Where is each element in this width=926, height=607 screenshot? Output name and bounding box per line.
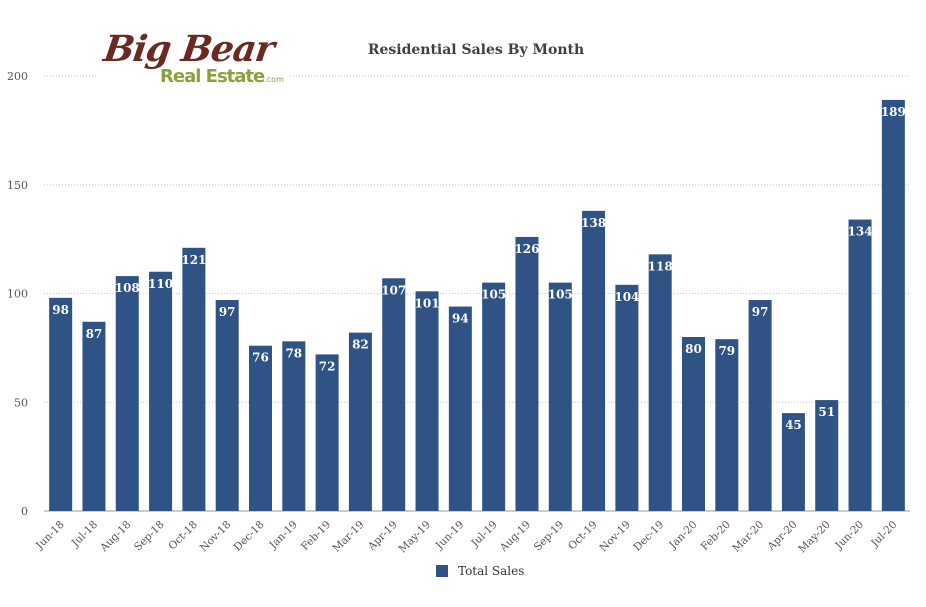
bar xyxy=(382,278,406,511)
data-label: 76 xyxy=(252,351,269,365)
data-label: 108 xyxy=(115,281,140,295)
x-tick-label: Nov-18 xyxy=(198,519,234,555)
data-label: 97 xyxy=(752,305,769,319)
x-tick-label: May-20 xyxy=(796,519,833,556)
bar xyxy=(848,219,872,512)
data-label: 104 xyxy=(614,290,639,304)
y-tick-label: 100 xyxy=(7,288,28,301)
x-tick-label: Dec-18 xyxy=(232,519,267,554)
x-tick-label: Oct-18 xyxy=(166,519,200,553)
bar xyxy=(249,345,272,511)
bar xyxy=(282,341,306,511)
logo-wordmark: Big Bear xyxy=(101,28,277,70)
y-tick-label: 50 xyxy=(14,396,28,409)
x-tick-label: May-19 xyxy=(396,519,433,556)
data-label: 105 xyxy=(481,288,506,302)
bar xyxy=(548,282,572,511)
data-label: 78 xyxy=(285,346,302,360)
bar xyxy=(415,291,439,511)
y-axis-ticks: 0 50 100 150 200 xyxy=(7,70,28,518)
x-tick-label: Feb-19 xyxy=(299,519,333,553)
x-tick-label: Apr-19 xyxy=(365,519,400,554)
bar xyxy=(149,271,173,511)
y-tick-label: 0 xyxy=(21,505,28,518)
data-label: 79 xyxy=(718,344,735,358)
data-label: 51 xyxy=(818,405,835,419)
logo-subtitle: Real Estate.com xyxy=(160,66,284,87)
bar xyxy=(881,99,905,512)
bar xyxy=(215,300,239,511)
logo-domain: .com xyxy=(264,75,284,84)
data-label: 126 xyxy=(514,242,539,256)
x-tick-label: Nov-19 xyxy=(597,519,633,555)
chart-title: Residential Sales By Month xyxy=(367,42,585,58)
bar xyxy=(115,276,139,511)
x-tick-label: Jun-19 xyxy=(433,519,467,553)
x-tick-label: Mar-20 xyxy=(730,519,766,555)
company-logo: Big Bear Real Estate.com xyxy=(98,28,288,92)
data-label: 118 xyxy=(648,259,673,273)
data-label: 134 xyxy=(848,225,873,239)
legend-label: Total Sales xyxy=(458,564,525,578)
bar xyxy=(315,354,339,511)
data-label: 80 xyxy=(685,342,702,356)
bar xyxy=(615,284,639,511)
bar xyxy=(648,254,672,511)
x-tick-label: Jun-20 xyxy=(832,519,866,553)
bar xyxy=(715,339,739,511)
data-label: 45 xyxy=(785,418,802,432)
data-label: 87 xyxy=(86,327,103,341)
data-label: 105 xyxy=(548,288,573,302)
x-tick-label: Mar-19 xyxy=(331,519,367,555)
x-tick-label: Feb-20 xyxy=(699,519,733,553)
grid-lines xyxy=(44,75,910,512)
data-label: 97 xyxy=(219,305,236,319)
data-label: 98 xyxy=(52,303,69,317)
bar xyxy=(682,337,705,511)
x-tick-label: Apr-20 xyxy=(765,519,800,554)
x-tick-label: Jan-20 xyxy=(666,519,699,552)
x-tick-label: Jul-19 xyxy=(468,519,499,550)
bar xyxy=(781,413,805,511)
bar xyxy=(582,210,606,511)
x-tick-label: Jun-18 xyxy=(33,519,67,553)
bar xyxy=(348,332,372,511)
data-label: 138 xyxy=(581,216,606,230)
x-tick-label: Dec-19 xyxy=(631,519,666,554)
bar xyxy=(748,300,772,511)
data-label: 107 xyxy=(381,283,406,297)
bar xyxy=(49,297,73,511)
bar xyxy=(815,400,839,511)
x-tick-label: Jul-18 xyxy=(69,519,100,550)
data-label: 82 xyxy=(352,338,369,352)
data-labels: 98 87 108 110 121 97 76 78 72 82 107 101 94 105 126 105… xyxy=(52,105,906,432)
data-label: 121 xyxy=(181,253,206,267)
legend-swatch xyxy=(436,565,448,577)
logo-subtitle-text: Real Estate xyxy=(160,66,265,87)
data-label: 110 xyxy=(148,277,173,291)
x-tick-label: Oct-19 xyxy=(566,519,600,553)
bar xyxy=(182,247,206,511)
x-tick-label: Aug-19 xyxy=(497,519,533,555)
x-tick-label: Sep-18 xyxy=(132,519,167,554)
bar xyxy=(482,282,506,511)
y-tick-label: 150 xyxy=(7,179,28,192)
data-label: 94 xyxy=(452,312,469,326)
bar xyxy=(448,306,472,511)
data-label: 72 xyxy=(319,359,336,373)
legend: Total Sales xyxy=(436,564,524,578)
data-label: 101 xyxy=(415,296,440,310)
x-tick-label: Jul-20 xyxy=(868,519,899,550)
bar xyxy=(82,321,106,511)
x-tick-label: Aug-18 xyxy=(97,519,133,555)
x-tick-label: Sep-19 xyxy=(532,519,567,554)
x-tick-label: Jan-19 xyxy=(267,519,300,552)
bars xyxy=(49,99,905,512)
data-label: 189 xyxy=(881,105,906,119)
y-tick-label: 200 xyxy=(7,70,28,83)
bar xyxy=(515,236,539,511)
